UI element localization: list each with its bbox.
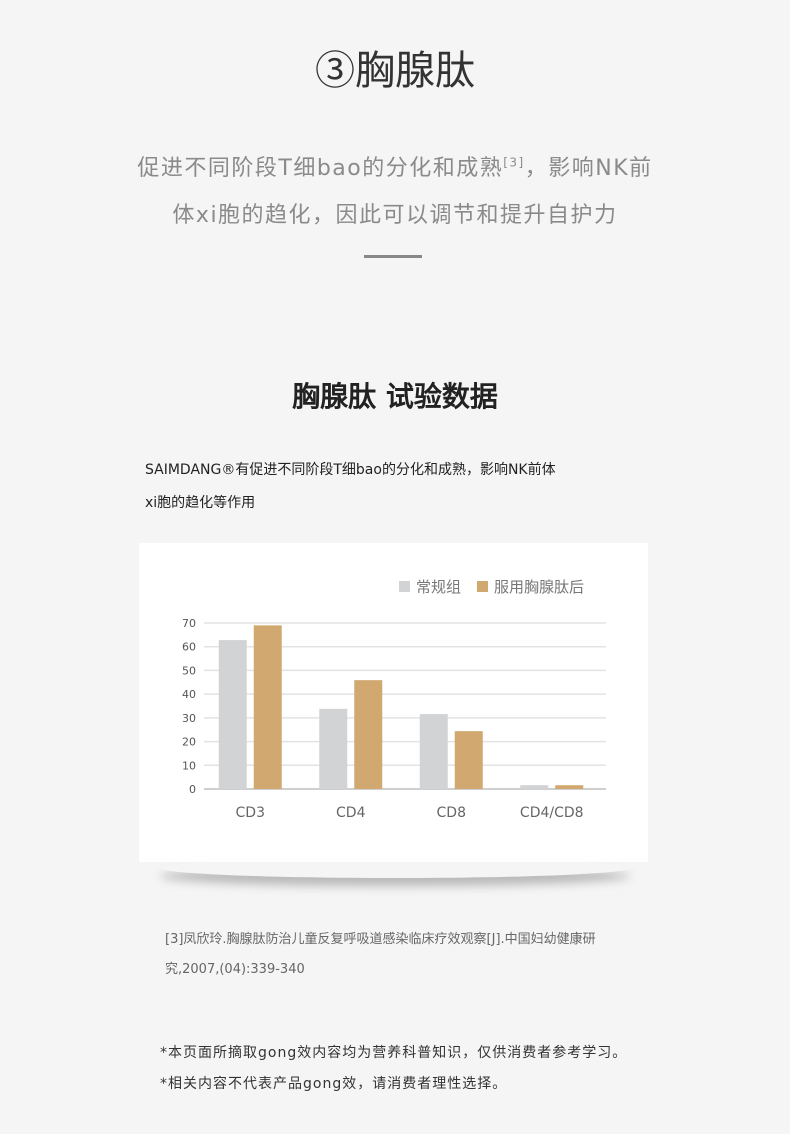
bar-cd3-s1	[253, 625, 282, 789]
disclaimer-1: *本页面所摘取gong效内容均为营养科普知识，仅供消费者参考学习。	[160, 1045, 628, 1061]
page-title: ③胸腺肽	[315, 48, 475, 94]
y-tick-label: 20	[182, 736, 196, 749]
legend-label: 服用胸腺肽后	[494, 578, 584, 596]
y-tick-label: 10	[182, 759, 196, 772]
y-tick-label: 60	[182, 641, 196, 654]
x-tick-label: CD3	[236, 805, 265, 821]
bar-cd4-cd8-s0	[520, 785, 549, 789]
legend-swatch	[477, 581, 488, 592]
chart-card: 0 10 20 30 40 50 60 70 CD3 CD4 CD8 CD4/CD8 常规组 服用胸腺肽后	[139, 543, 648, 862]
bar-cd3-s0	[218, 640, 247, 789]
section-desc-1: SAIMDANG®有促进不同阶段T细bao的分化和成熟，影响NK前体	[145, 462, 556, 478]
y-tick-label: 30	[182, 712, 196, 725]
reference-line-2: 究,2007,(04):339-340	[165, 962, 305, 977]
section-title: 胸腺肽 试验数据	[292, 380, 498, 413]
y-tick-label: 40	[182, 688, 196, 701]
intro-text: 促进不同阶段T细bao的分化和成熟	[137, 156, 504, 181]
legend-swatch	[399, 581, 410, 592]
x-tick-label: CD4	[336, 805, 366, 821]
section-desc-2: xi胞的趋化等作用	[145, 495, 256, 511]
bar-cd4-cd8-s1	[555, 785, 584, 789]
x-tick-label: CD8	[437, 805, 466, 821]
y-tick-label: 0	[189, 783, 196, 796]
divider	[364, 255, 422, 258]
intro-text-rest: ，影响NK前	[524, 156, 653, 181]
bar-cd4-s1	[354, 680, 383, 789]
y-tick-label: 50	[182, 664, 196, 677]
bar-cd4-s0	[319, 708, 348, 789]
legend-label: 常规组	[416, 578, 461, 596]
intro-line-2: 体xi胞的趋化，因此可以调节和提升自护力	[172, 203, 618, 228]
y-tick-label: 70	[182, 617, 196, 630]
reference-line-1: [3]凤欣玲.胸腺肽防治儿童反复呼吸道感染临床疗效观察[J].中国妇幼健康研	[165, 932, 596, 947]
x-tick-label: CD4/CD8	[520, 805, 584, 821]
bar-chart: 0 10 20 30 40 50 60 70 CD3 CD4 CD8 CD4/CD8 常规组 服用胸腺肽后	[182, 578, 606, 821]
bar-cd8-s0	[419, 714, 448, 789]
bar-cd8-s1	[454, 731, 483, 789]
intro-ref: [3]	[503, 155, 525, 170]
disclaimer-2: *相关内容不代表产品gong效，请消费者理性选择。	[160, 1076, 508, 1092]
intro-line-1: 促进不同阶段T细bao的分化和成熟[3]，影响NK前	[0, 150, 790, 182]
